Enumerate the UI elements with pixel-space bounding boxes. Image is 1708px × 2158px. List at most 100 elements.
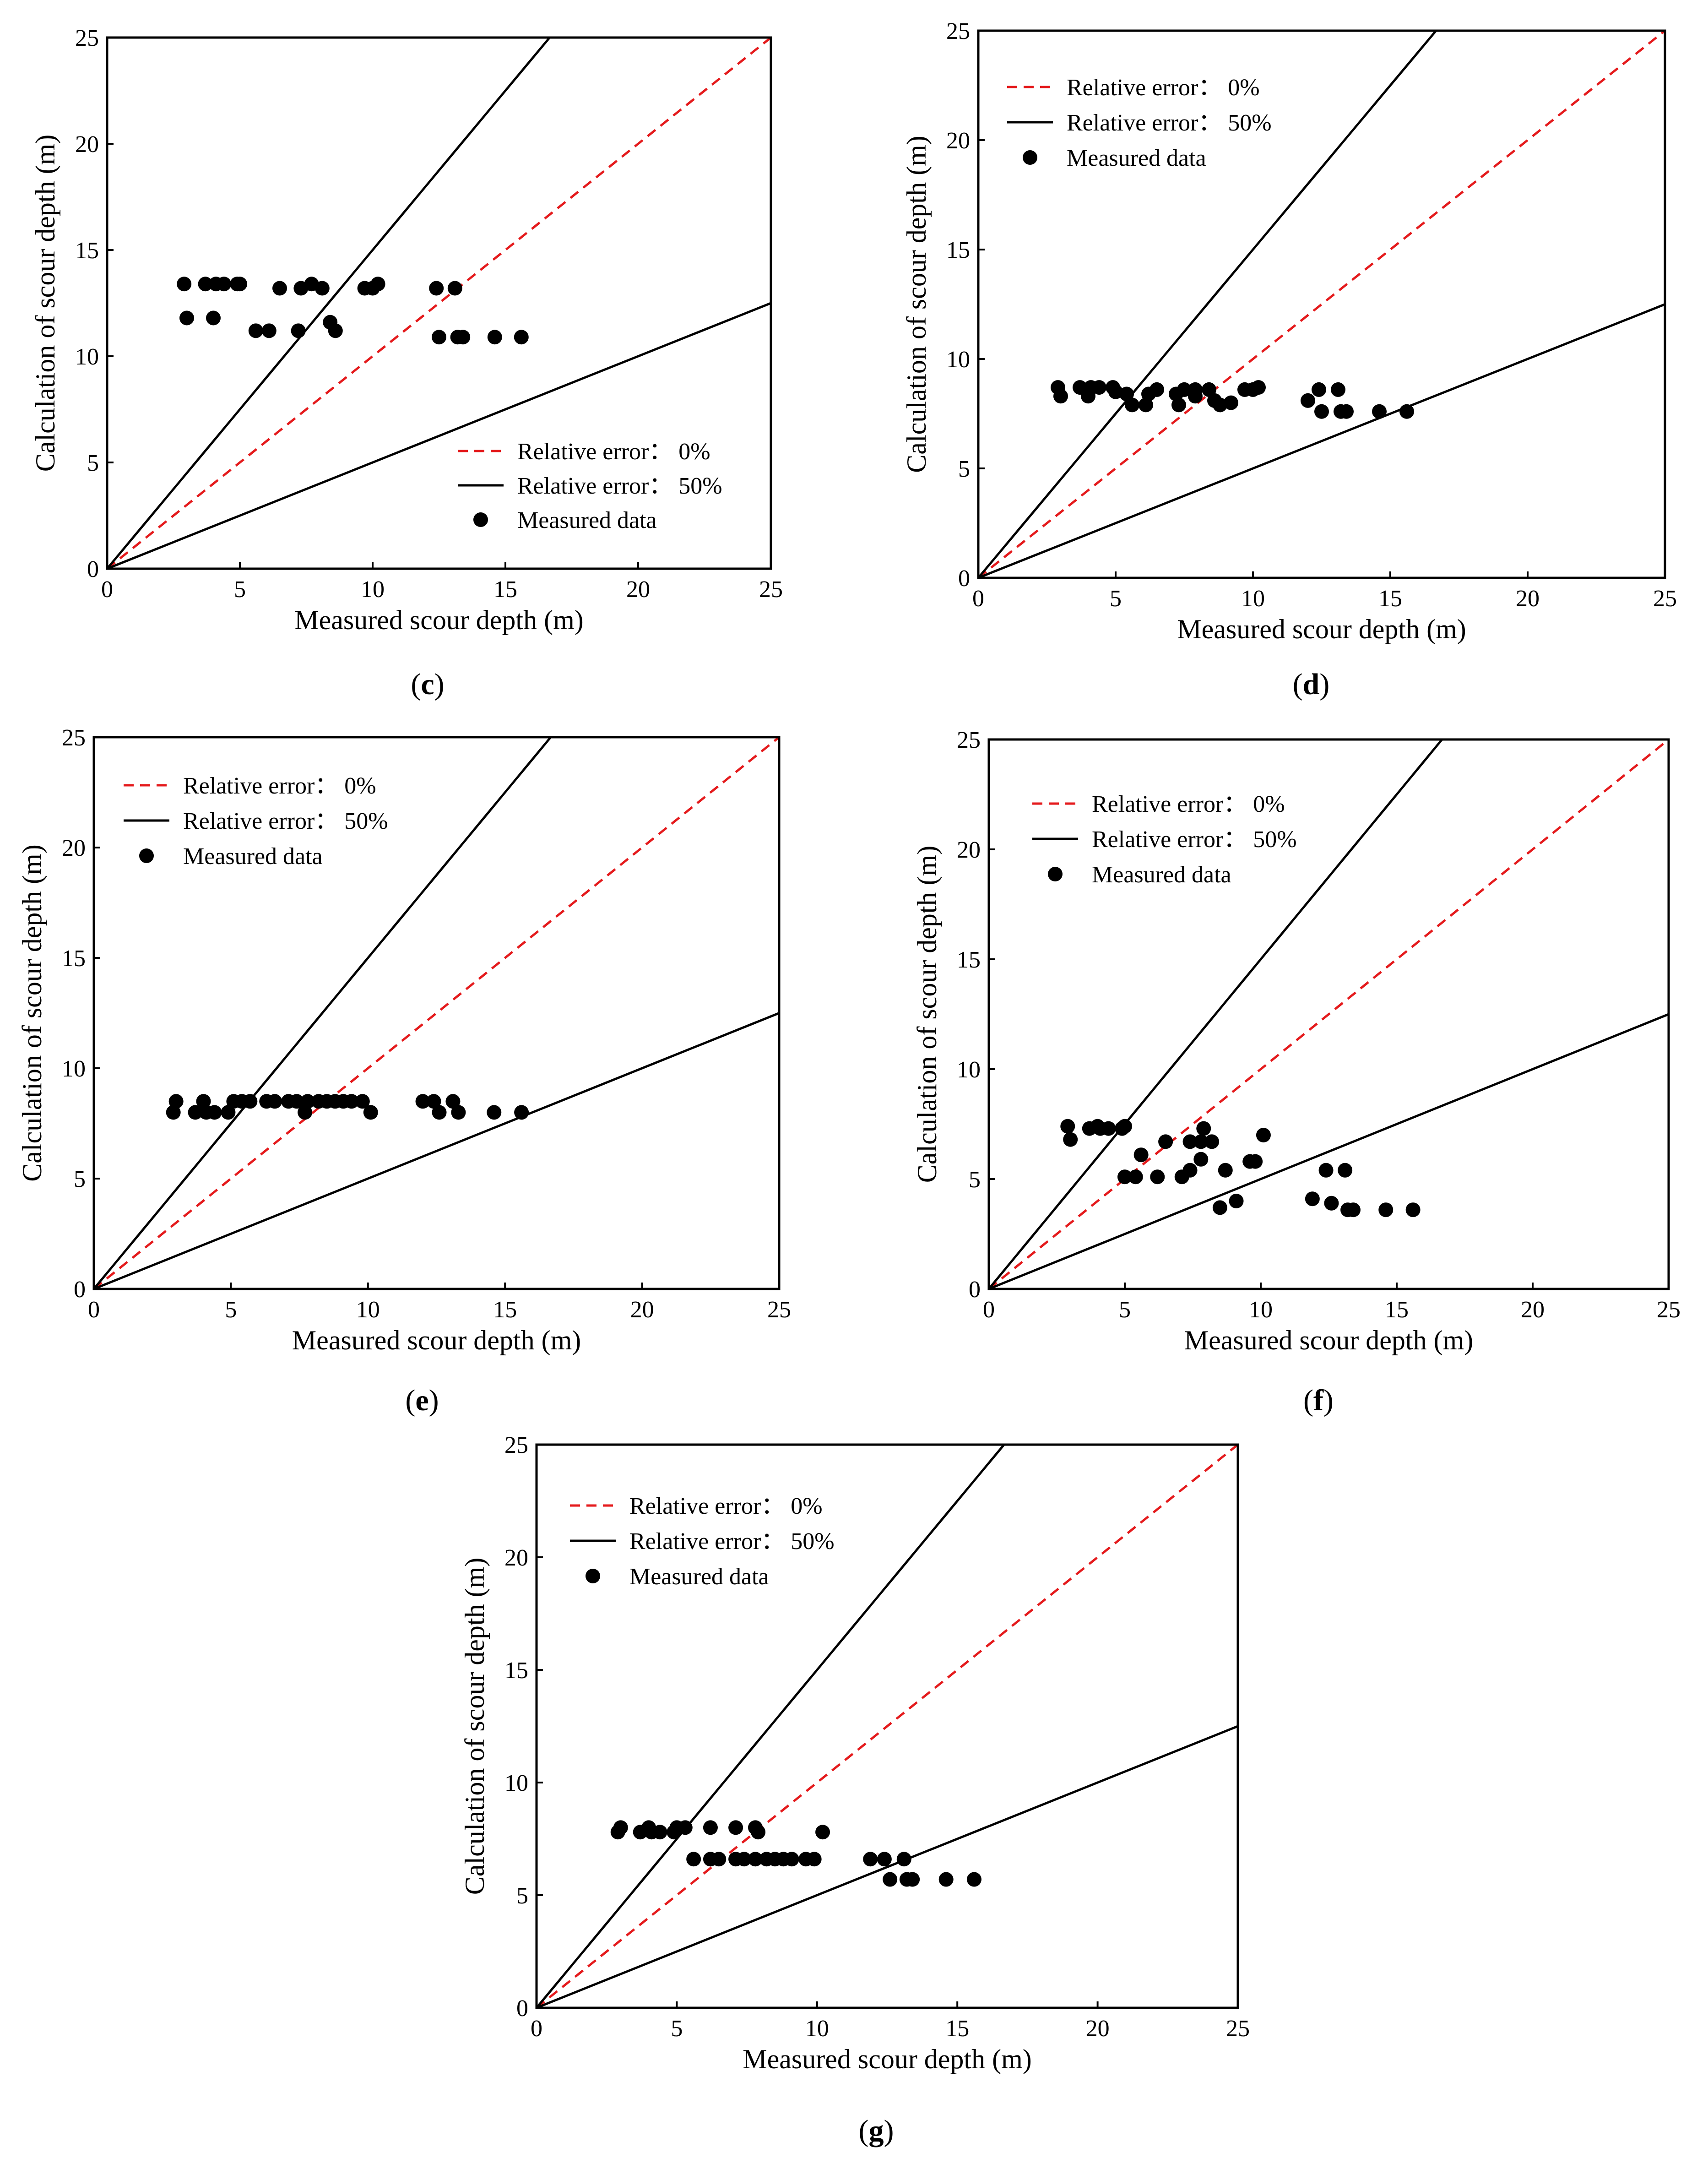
reference-line-zero-error [94, 737, 779, 1289]
data-point [198, 277, 213, 292]
data-point [1312, 382, 1326, 397]
data-point [751, 1825, 766, 1840]
x-tick-label: 25 [1226, 2016, 1250, 2042]
panel-label-open-paren: ( [1303, 1384, 1313, 1417]
x-tick-label: 20 [1521, 1297, 1545, 1323]
x-tick-label: 5 [1110, 586, 1122, 612]
legend-label-zero-error: Relative error： 0% [183, 773, 376, 799]
x-tick-label: 10 [1241, 586, 1265, 612]
x-tick-label: 5 [225, 1297, 237, 1323]
data-point [815, 1825, 830, 1840]
data-point [1318, 1163, 1334, 1178]
x-tick-label: 10 [356, 1297, 380, 1323]
data-point [678, 1820, 693, 1835]
data-point [1229, 1194, 1244, 1208]
x-tick-label: 15 [945, 2016, 969, 2042]
x-tick-label: 5 [234, 576, 246, 603]
data-point [272, 281, 287, 296]
x-tick-label: 0 [972, 586, 984, 612]
x-axis-title: Measured scour depth (m) [294, 605, 583, 635]
data-point [1092, 380, 1106, 395]
reference-line-zero-error [107, 38, 771, 569]
x-tick-label: 5 [1119, 1297, 1131, 1323]
legend-swatch-measured [586, 1569, 600, 1583]
legend: Relative error： 0% Relative error： 50% Mea… [124, 773, 388, 870]
data-point [168, 1094, 184, 1109]
y-tick-label: 15 [75, 238, 99, 264]
data-point [1182, 1163, 1198, 1178]
y-tick-label: 0 [74, 1277, 86, 1303]
data-point [451, 1105, 466, 1120]
panel-label-close-paren: ) [429, 1384, 439, 1417]
y-tick-label: 5 [969, 1167, 981, 1193]
y-tick-label: 20 [75, 131, 99, 158]
data-point [206, 310, 221, 326]
panel-label: (g) [859, 2114, 894, 2147]
data-point [314, 281, 330, 296]
reference-line-upper-50 [107, 38, 551, 569]
panel-label-open-paren: ( [405, 1384, 415, 1417]
data-point [1108, 384, 1123, 399]
y-tick-label: 15 [946, 237, 970, 263]
y-tick-label: 10 [504, 1770, 528, 1796]
data-point [883, 1872, 898, 1887]
data-point [221, 1105, 236, 1120]
data-points [177, 277, 529, 345]
data-point [1133, 1147, 1149, 1163]
y-tick-label: 25 [957, 727, 981, 753]
chart-panel-c: 0 5 10 15 20 25 0 5 10 15 20 25 Measured scour depth… [30, 25, 783, 701]
x-tick-label: 15 [1378, 586, 1402, 612]
x-tick-label: 20 [1516, 586, 1540, 612]
data-point [426, 1094, 441, 1109]
x-axis-title: Measured scour depth (m) [292, 1325, 581, 1355]
x-tick-label: 10 [1249, 1297, 1273, 1323]
reference-line-lower-50 [537, 1725, 1238, 2008]
data-point [289, 1094, 304, 1109]
data-point [344, 1094, 359, 1109]
data-point [188, 1105, 203, 1120]
data-point [1101, 1121, 1116, 1136]
data-point [514, 1105, 529, 1120]
legend-label-measured: Measured data [183, 843, 323, 870]
x-tick-label: 5 [671, 2016, 683, 2042]
legend-label-measured: Measured data [1092, 862, 1231, 888]
y-tick-label: 0 [516, 1995, 528, 2022]
panel-label-letter: c [421, 668, 434, 701]
data-point [248, 323, 263, 338]
data-point [1204, 1134, 1220, 1149]
legend-label-measured: Measured data [629, 1564, 769, 1590]
data-point [1378, 1202, 1394, 1218]
data-point [905, 1872, 920, 1887]
x-tick-label: 15 [493, 576, 517, 603]
data-points [1051, 380, 1414, 419]
reference-line-upper-50 [989, 739, 1444, 1289]
x-tick-label: 0 [101, 576, 113, 603]
data-point [1158, 1134, 1173, 1149]
data-point [613, 1820, 628, 1835]
y-axis-title: Calculation of scour depth (m) [901, 136, 932, 473]
legend-label-50-error: Relative error： 50% [517, 473, 722, 499]
data-points [166, 1094, 529, 1120]
x-tick-label: 15 [493, 1297, 517, 1323]
data-point [1063, 1132, 1078, 1147]
y-tick-label: 20 [946, 128, 970, 154]
data-point [1150, 1169, 1165, 1185]
data-point [455, 330, 471, 345]
data-point [370, 277, 385, 292]
data-point [1119, 386, 1134, 402]
legend: Relative error： 0% Relative error： 50% Mea… [1007, 75, 1272, 171]
data-point [737, 1852, 752, 1867]
reference-line-upper-50 [94, 737, 553, 1289]
data-point [711, 1852, 727, 1867]
legend-label-zero-error: Relative error： 0% [629, 1493, 823, 1519]
data-point [179, 310, 194, 326]
plot-frame [92, 736, 781, 1290]
data-point [1314, 404, 1329, 419]
y-tick-label: 20 [62, 835, 86, 861]
x-tick-label: 0 [88, 1297, 100, 1323]
data-point [298, 1105, 313, 1120]
reference-line-zero-error [978, 31, 1665, 578]
data-point [652, 1825, 667, 1840]
y-tick-label: 10 [957, 1057, 981, 1083]
x-tick-label: 10 [805, 2016, 829, 2042]
